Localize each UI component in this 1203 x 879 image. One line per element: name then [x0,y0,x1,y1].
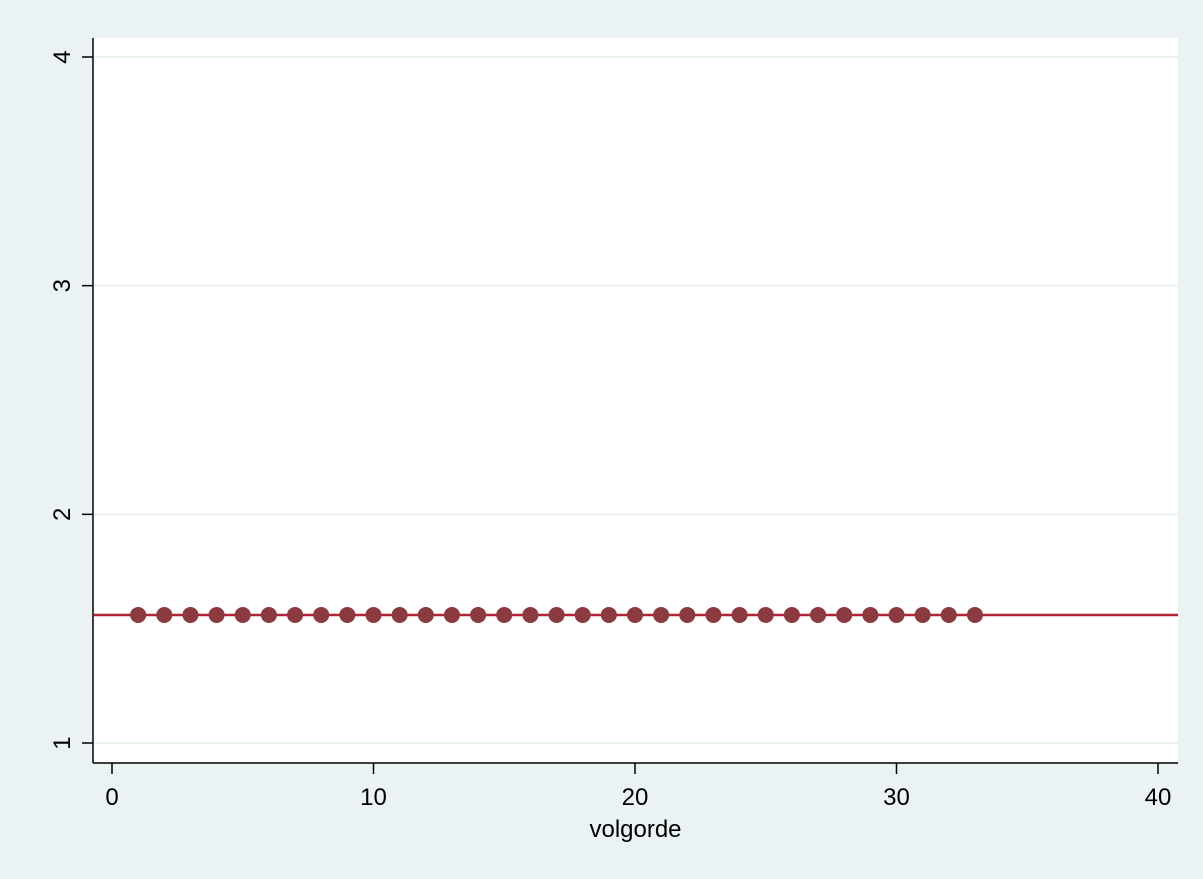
x-tick-label-20: 20 [622,784,649,811]
x-axis-title: volgorde [589,816,681,843]
gridlines [94,56,1178,744]
data-point [600,606,617,623]
data-point [365,606,382,623]
data-point [653,606,670,623]
data-point [888,606,905,623]
data-point [731,606,748,623]
y-tick-label-2: 2 [49,508,76,521]
data-point [391,606,408,623]
data-point [496,606,513,623]
x-tick-label-40: 40 [1145,784,1172,811]
y-tick-label-1: 1 [49,736,76,749]
data-point [208,606,225,623]
data-point [156,606,173,623]
data-point [260,606,277,623]
data-point [783,606,800,623]
data-point [862,606,879,623]
ticks: 0 10 20 30 40 1 2 3 4 [49,50,1171,811]
data-point [130,606,147,623]
data-points [130,606,983,623]
data-point [574,606,591,623]
data-point [313,606,330,623]
data-point [522,606,539,623]
data-point [940,606,957,623]
data-point [914,606,931,623]
data-point [836,606,853,623]
data-point [627,606,643,623]
data-point [470,606,487,623]
data-point [234,606,251,623]
data-point [287,606,304,623]
data-point [339,606,356,623]
y-tick-label-4: 4 [49,50,76,63]
data-point [417,606,434,623]
data-point [679,606,696,623]
x-tick-label-30: 30 [883,784,910,811]
x-tick-label-0: 0 [105,784,118,811]
data-point [810,606,827,623]
data-point [443,606,460,623]
plot-area [93,38,1178,763]
data-point [966,606,983,623]
data-point [757,606,774,623]
data-point [182,606,199,623]
y-tick-label-3: 3 [49,279,76,292]
x-tick-label-10: 10 [360,784,387,811]
data-point [705,606,722,623]
data-point [548,606,565,623]
